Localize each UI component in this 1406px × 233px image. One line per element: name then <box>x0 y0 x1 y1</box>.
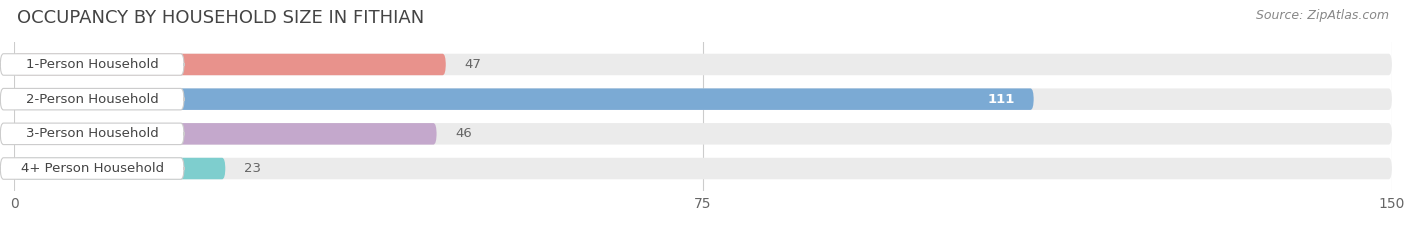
Text: OCCUPANCY BY HOUSEHOLD SIZE IN FITHIAN: OCCUPANCY BY HOUSEHOLD SIZE IN FITHIAN <box>17 9 425 27</box>
Text: 2-Person Household: 2-Person Household <box>25 93 159 106</box>
Text: 46: 46 <box>456 127 472 140</box>
FancyBboxPatch shape <box>14 158 1392 179</box>
Text: Source: ZipAtlas.com: Source: ZipAtlas.com <box>1256 9 1389 22</box>
Text: 3-Person Household: 3-Person Household <box>25 127 159 140</box>
FancyBboxPatch shape <box>14 54 446 75</box>
Text: 1-Person Household: 1-Person Household <box>25 58 159 71</box>
FancyBboxPatch shape <box>14 123 1392 145</box>
FancyBboxPatch shape <box>0 158 184 179</box>
Text: 111: 111 <box>988 93 1015 106</box>
FancyBboxPatch shape <box>14 88 1033 110</box>
FancyBboxPatch shape <box>14 88 1392 110</box>
FancyBboxPatch shape <box>0 88 184 110</box>
FancyBboxPatch shape <box>14 123 437 145</box>
Text: 47: 47 <box>464 58 481 71</box>
FancyBboxPatch shape <box>0 123 184 145</box>
FancyBboxPatch shape <box>14 158 225 179</box>
Text: 23: 23 <box>243 162 260 175</box>
FancyBboxPatch shape <box>14 54 1392 75</box>
FancyBboxPatch shape <box>0 54 184 75</box>
Text: 4+ Person Household: 4+ Person Household <box>21 162 163 175</box>
